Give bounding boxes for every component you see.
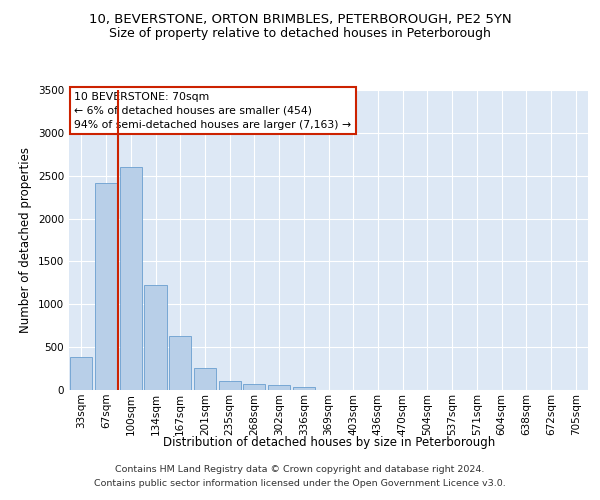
Bar [119,167,142,390]
Text: 10 BEVERSTONE: 70sqm
← 6% of detached houses are smaller (454)
94% of semi-detac: 10 BEVERSTONE: 70sqm ← 6% of detached ho… [74,92,352,130]
Text: Size of property relative to detached houses in Peterborough: Size of property relative to detached ho… [109,28,491,40]
Bar [293,386,315,390]
Bar [194,368,216,390]
Bar [169,336,191,390]
Text: Contains HM Land Registry data © Crown copyright and database right 2024.
Contai: Contains HM Land Registry data © Crown c… [94,466,506,487]
Bar [243,384,265,390]
Bar [268,386,290,390]
Bar [218,381,241,390]
Bar [145,286,167,390]
Bar [95,182,117,390]
Text: 10, BEVERSTONE, ORTON BRIMBLES, PETERBOROUGH, PE2 5YN: 10, BEVERSTONE, ORTON BRIMBLES, PETERBOR… [89,12,511,26]
Y-axis label: Number of detached properties: Number of detached properties [19,147,32,333]
Bar [70,356,92,390]
Text: Distribution of detached houses by size in Peterborough: Distribution of detached houses by size … [163,436,495,449]
